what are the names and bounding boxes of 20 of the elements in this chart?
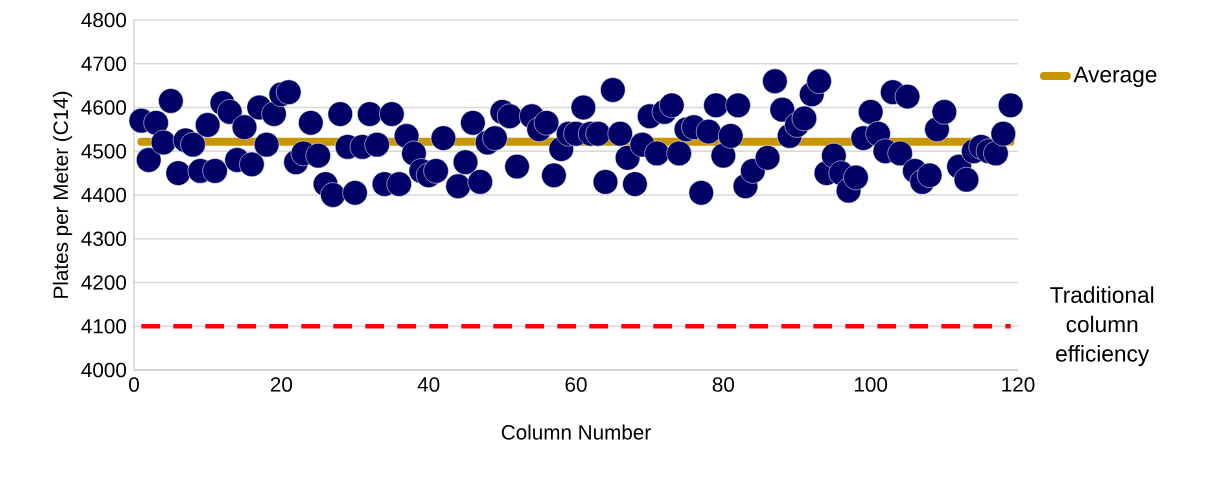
y-tick-label: 4700 bbox=[81, 56, 127, 72]
legend-label: Average bbox=[1073, 66, 1157, 87]
y-tick-label: 4400 bbox=[81, 187, 127, 203]
ref-line-label: Traditional column efficiency bbox=[1050, 286, 1154, 367]
x-tick-label: 40 bbox=[417, 377, 440, 392]
x-tick-label: 20 bbox=[270, 377, 293, 392]
y-tick-label: 4100 bbox=[81, 318, 127, 334]
y-tick-label: 4600 bbox=[81, 100, 127, 115]
x-tick-label: 0 bbox=[129, 377, 139, 392]
y-tick-label: 4300 bbox=[81, 231, 127, 247]
x-tick-label: 120 bbox=[1002, 377, 1035, 392]
y-tick-label: 4000 bbox=[81, 362, 127, 378]
y-tick-label: 4500 bbox=[81, 143, 127, 159]
y-tick-label: 4800 bbox=[81, 12, 127, 28]
x-tick-label: 80 bbox=[712, 377, 735, 392]
y-axis-title: Plates per Meter (C14) bbox=[52, 91, 73, 298]
x-tick-label: 100 bbox=[855, 377, 888, 392]
x-tick-label: 60 bbox=[565, 377, 587, 392]
y-tick-label: 4200 bbox=[81, 275, 127, 290]
x-axis-title: Column Number bbox=[501, 424, 651, 440]
